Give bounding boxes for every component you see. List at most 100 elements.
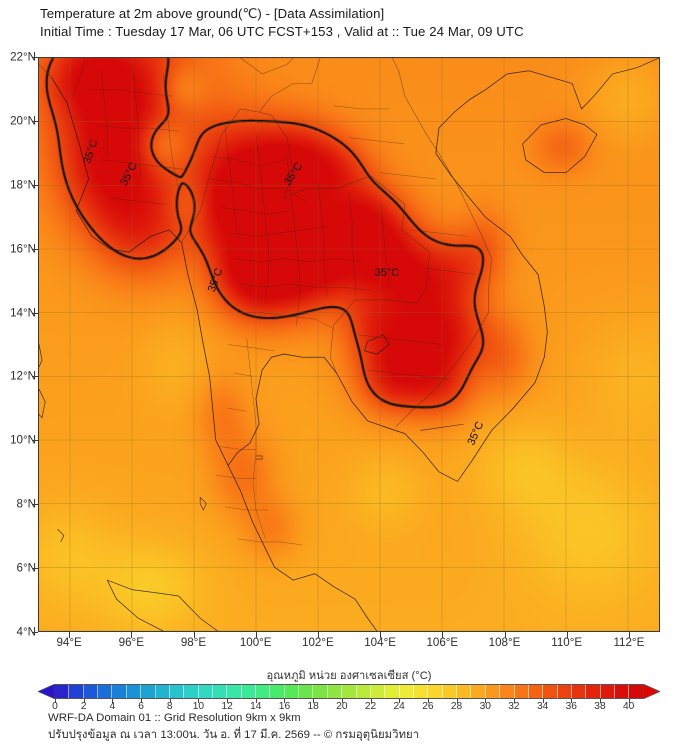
y-axis-tick-mark xyxy=(32,632,38,633)
colorbar-cell xyxy=(284,685,300,698)
colorbar-tick-mark xyxy=(542,699,544,703)
colorbar-tick-mark xyxy=(227,699,229,703)
colorbar-cell xyxy=(457,685,472,698)
colorbar-cell xyxy=(69,685,84,698)
x-axis-tick-label: 110°E xyxy=(551,636,583,649)
x-axis-tick-label: 112°E xyxy=(613,636,645,649)
x-axis-tick-label: 106°E xyxy=(426,636,459,649)
colorbar-tick-mark xyxy=(370,699,372,703)
colorbar-cell xyxy=(557,685,572,698)
y-axis-tick-label: 8°N xyxy=(16,497,36,511)
colorbar-cell xyxy=(571,685,587,698)
x-axis-tick-mark xyxy=(317,632,319,638)
colorbar-tick-label: 0 xyxy=(52,701,58,712)
colorbar-tick-mark xyxy=(284,699,286,703)
temperature-heatmap-canvas xyxy=(39,58,659,631)
colorbar-tick-label: 2 xyxy=(80,701,87,712)
x-axis-tick-mark xyxy=(566,632,568,638)
page-subtitle: Initial Time : Tuesday 17 Mar, 06 UTC FC… xyxy=(40,24,524,39)
colorbar[interactable] xyxy=(38,684,660,699)
colorbar-cell xyxy=(356,685,371,698)
colorbar-cell xyxy=(543,685,558,698)
colorbar-tick-label: 18 xyxy=(307,701,319,712)
colorbar-cell xyxy=(413,685,429,698)
footer-block: WRF-DA Domain 01 :: Grid Resolution 9km … xyxy=(48,710,648,744)
colorbar-cell xyxy=(126,685,142,698)
y-axis-tick-label: 16°N xyxy=(10,242,36,256)
colorbar-tick-label: 24 xyxy=(393,701,405,712)
colorbar-title: อุณหภูมิ หน่วย องศาเซลเซียส (°C) xyxy=(266,670,432,682)
title-block: Temperature at 2m above ground(℃) - [Dat… xyxy=(40,5,660,41)
colorbar-cell xyxy=(256,685,271,698)
x-axis-tick-mark xyxy=(380,632,382,638)
colorbar-tick-label: 36 xyxy=(565,701,577,712)
colorbar-tick-mark xyxy=(198,699,200,703)
colorbar-cell xyxy=(500,685,515,698)
colorbar-tick-mark xyxy=(399,699,401,703)
colorbar-cell xyxy=(270,685,285,698)
page-title: Temperature at 2m above ground(℃) - [Dat… xyxy=(40,6,385,21)
footer-credit: ปรับปรุงข้อมูล ณ เวลา 13:00น. วัน อ. ที่… xyxy=(48,729,420,741)
colorbar-tick-mark xyxy=(485,699,487,703)
y-axis-tick-label: 10°N xyxy=(10,433,36,447)
colorbar-cell xyxy=(198,685,213,698)
colorbar-tick-mark xyxy=(427,699,429,703)
colorbar-tick-label: 4 xyxy=(109,701,116,712)
y-axis-tick-label: 6°N xyxy=(16,561,36,575)
colorbar-cell xyxy=(299,685,314,698)
colorbar-tick-mark xyxy=(141,699,143,703)
y-axis-tick-label: 14°N xyxy=(10,306,36,320)
colorbar-tick-label: 14 xyxy=(250,701,262,712)
colorbar-tick-label: 16 xyxy=(278,701,291,712)
colorbar-cell xyxy=(55,685,70,698)
colorbar-min-extend-arrow xyxy=(38,684,55,699)
colorbar-cell xyxy=(184,685,199,698)
colorbar-tick-label: 30 xyxy=(479,701,491,712)
colorbar-tick-mark xyxy=(341,699,343,703)
colorbar-tick-label: 32 xyxy=(508,701,520,712)
colorbar-cell xyxy=(370,685,386,698)
colorbar-tick-label: 22 xyxy=(364,701,377,712)
map-plot-area[interactable]: 35°C 35°C 35°C 35°C 35°C 35°C xyxy=(38,57,660,632)
colorbar-cell xyxy=(342,685,357,698)
colorbar-cell xyxy=(155,685,170,698)
y-axis-tick-label: 18°N xyxy=(10,178,36,192)
x-axis-tick-mark xyxy=(628,632,630,638)
colorbar-tick-label: 28 xyxy=(450,701,463,712)
colorbar-cell xyxy=(528,685,544,698)
colorbar-cell xyxy=(600,685,616,698)
colorbar-cell xyxy=(514,685,529,698)
colorbar-tick-mark xyxy=(313,699,315,703)
colorbar-tick-label: 6 xyxy=(138,701,144,712)
x-axis-tick-label: 108°E xyxy=(488,636,521,649)
x-axis-tick-label: 100°E xyxy=(239,636,272,649)
x-axis-tick-label: 96°E xyxy=(118,636,144,649)
y-axis-tick-label: 22°N xyxy=(10,50,36,64)
colorbar-cell xyxy=(442,685,458,698)
x-axis-tick-mark xyxy=(131,632,133,638)
colorbar-tick-label: 34 xyxy=(536,701,549,712)
colorbar-cell xyxy=(83,685,99,698)
y-axis-tick-label: 20°N xyxy=(10,114,36,128)
x-axis-tick-label: 98°E xyxy=(180,636,207,649)
colorbar-tick-mark xyxy=(513,699,515,703)
x-axis-tick-label: 94°E xyxy=(56,636,82,649)
x-axis-tick-mark xyxy=(442,632,444,638)
x-axis-tick-mark xyxy=(255,632,257,638)
colorbar-cell xyxy=(385,685,400,698)
x-axis-tick-mark xyxy=(193,632,195,638)
colorbar-tick-mark xyxy=(55,699,56,703)
colorbar-cell xyxy=(212,685,228,698)
x-axis-tick-mark xyxy=(69,632,71,638)
colorbar-cell xyxy=(485,685,501,698)
colorbar-cell xyxy=(313,685,328,698)
colorbar-max-extend-arrow xyxy=(643,684,660,699)
colorbar-cell xyxy=(586,685,601,698)
colorbar-tick-label: 8 xyxy=(166,701,173,712)
colorbar-tick-label: 26 xyxy=(422,701,434,712)
colorbar-cell xyxy=(241,685,257,698)
colorbar-tick-mark xyxy=(112,699,114,703)
colorbar-tick-label: 38 xyxy=(594,701,606,712)
footer-model-info: WRF-DA Domain 01 :: Grid Resolution 9km … xyxy=(48,712,301,724)
